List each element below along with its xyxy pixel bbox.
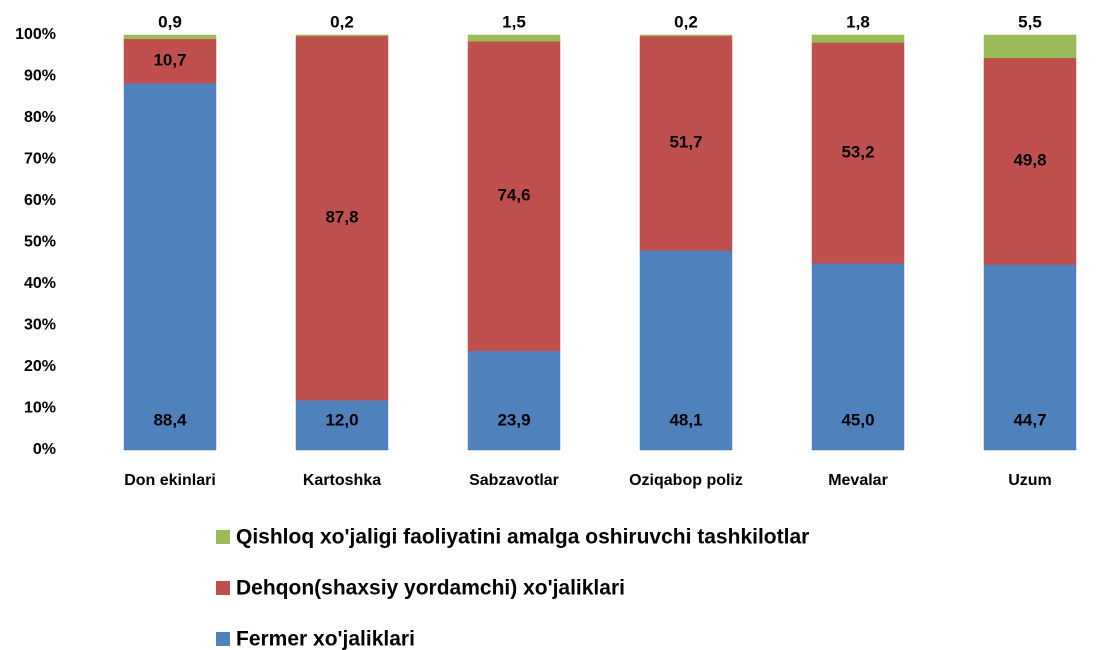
bar-shade (984, 35, 1076, 58)
bar-shade (640, 35, 732, 251)
bar-shade (124, 83, 216, 450)
bar-shade (296, 35, 388, 401)
bar-shade (296, 35, 388, 36)
legend-label: Dehqon(shaxsiy yordamchi) xo'jaliklari (236, 577, 625, 600)
bar-shade (468, 35, 560, 42)
x-tick-label: Uzum (1008, 472, 1052, 489)
data-label: 0,2 (674, 12, 698, 31)
bar-shade (296, 400, 388, 450)
data-label: 49,8 (1013, 151, 1046, 170)
bar-shade (640, 250, 732, 450)
y-tick-label: 0% (33, 441, 56, 458)
legend-label: Fermer xo'jaliklari (236, 628, 415, 650)
bar-shade (468, 350, 560, 450)
bar-shade (812, 35, 904, 43)
bar-shade (984, 264, 1076, 450)
y-tick-label: 60% (24, 192, 56, 209)
data-label: 1,8 (846, 12, 870, 31)
bar-shade (640, 35, 732, 36)
bar-shade (124, 35, 216, 39)
data-label: 51,7 (669, 133, 702, 152)
bar-shade (468, 41, 560, 351)
data-label: 10,7 (153, 50, 186, 69)
x-tick-label: Mevalar (828, 472, 888, 489)
legend-swatch-shade (216, 581, 230, 595)
y-tick-label: 20% (24, 358, 56, 375)
data-label: 5,5 (1018, 12, 1042, 31)
data-label: 45,0 (841, 410, 874, 429)
y-tick-label: 90% (24, 68, 56, 85)
y-tick-label: 40% (24, 275, 56, 292)
data-label: 1,5 (502, 12, 526, 31)
data-label: 53,2 (841, 142, 874, 161)
x-tick-label: Kartoshka (303, 472, 381, 489)
data-label: 88,4 (153, 410, 187, 429)
x-tick-label: Oziqabop poliz (629, 472, 743, 489)
data-label: 0,9 (158, 12, 182, 31)
x-tick-label: Sabzavotlar (469, 472, 559, 489)
legend-swatch-shade (216, 530, 230, 544)
y-tick-label: 80% (24, 109, 56, 126)
data-label: 0,2 (330, 12, 354, 31)
data-label: 44,7 (1013, 410, 1046, 429)
data-label: 87,8 (325, 207, 358, 226)
data-label: 74,6 (497, 186, 530, 205)
bar-shade (812, 42, 904, 264)
legend-swatch-shade (216, 632, 230, 646)
data-label: 48,1 (669, 410, 702, 429)
legend-label: Qishloq xo'jaligi faoliyatini amalga osh… (236, 526, 809, 549)
y-tick-label: 50% (24, 234, 56, 251)
data-label: 12,0 (325, 410, 358, 429)
y-tick-label: 70% (24, 151, 56, 168)
x-tick-label: Don ekinlari (124, 472, 216, 489)
y-tick-label: 30% (24, 317, 56, 334)
data-label: 23,9 (497, 410, 530, 429)
y-tick-label: 100% (15, 26, 56, 43)
y-tick-label: 10% (24, 400, 56, 417)
bar-shade (124, 38, 216, 84)
bar-shade (984, 57, 1076, 265)
bar-shade (812, 263, 904, 450)
